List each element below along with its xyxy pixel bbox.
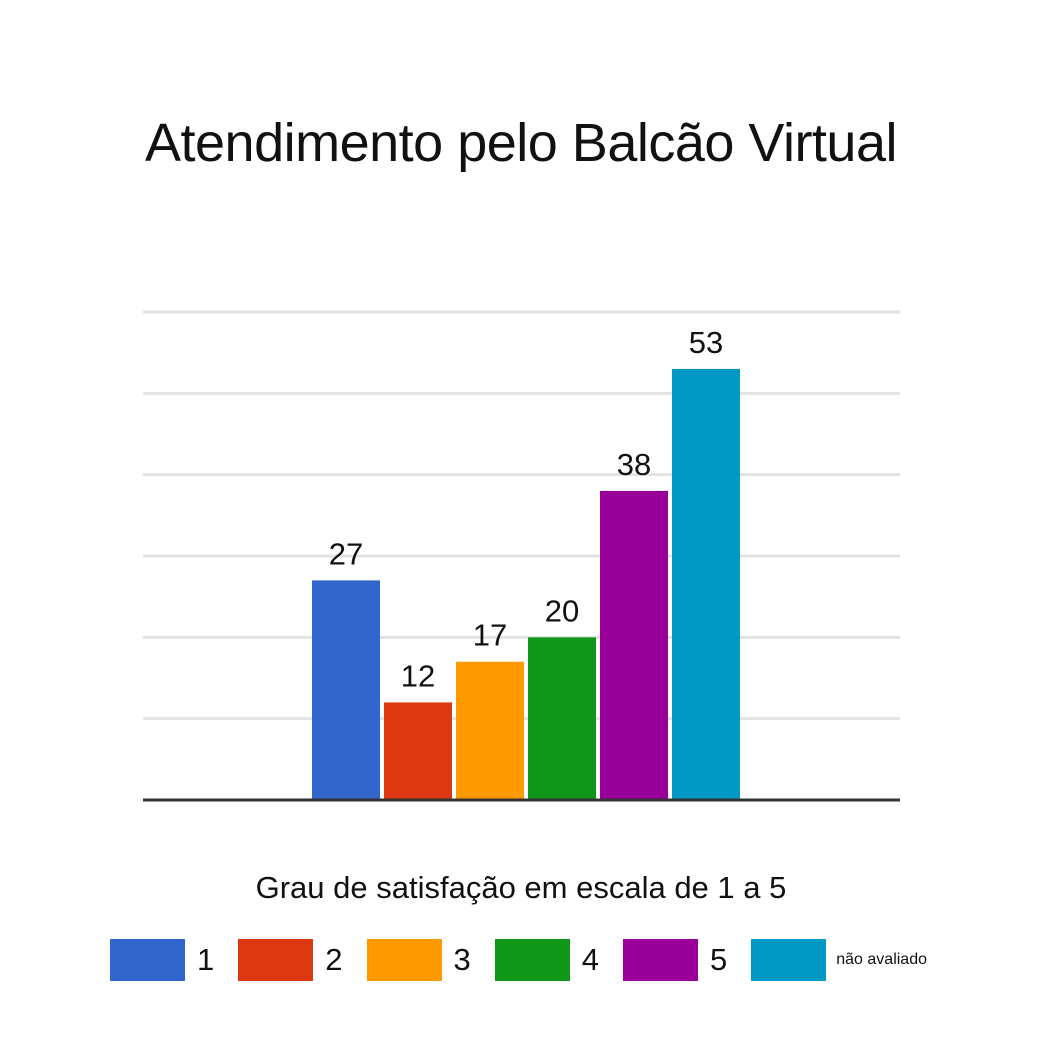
data-label: 12 xyxy=(401,658,435,693)
legend-swatch xyxy=(110,939,185,981)
bar-5 xyxy=(600,490,668,800)
legend-label: 5 xyxy=(710,942,728,977)
bar-4 xyxy=(528,637,596,800)
x-axis-label: Grau de satisfação em escala de 1 a 5 xyxy=(255,870,787,905)
legend-swatch xyxy=(494,939,570,981)
legend-label: 3 xyxy=(453,942,471,977)
chart-title: Atendimento pelo Balcão Virtual xyxy=(145,113,898,173)
legend-item: 4 xyxy=(494,939,599,981)
legend-label: 1 xyxy=(197,942,215,977)
legend-swatch xyxy=(623,939,698,981)
legend-label: 2 xyxy=(325,942,343,977)
legend-item: não avaliado xyxy=(751,939,927,981)
data-label: 27 xyxy=(329,536,363,571)
bar-não-avaliado xyxy=(672,368,740,800)
legend-item: 2 xyxy=(238,939,343,981)
legend-item: 3 xyxy=(366,939,471,981)
legend-label: 4 xyxy=(581,942,599,977)
legend-swatch xyxy=(238,939,314,981)
bar-2 xyxy=(384,702,452,800)
data-label: 53 xyxy=(689,325,723,360)
legend: 1 2 3 4 5 não avaliado xyxy=(110,938,951,982)
bar-1 xyxy=(312,580,380,800)
data-label: 38 xyxy=(617,447,651,482)
legend-item: 1 xyxy=(110,939,214,981)
data-label: 20 xyxy=(545,593,579,628)
legend-swatch xyxy=(751,939,827,981)
bar-chart: 27 12 17 20 38 53 xyxy=(143,310,900,802)
legend-swatch xyxy=(366,939,442,981)
bar-3 xyxy=(456,661,524,800)
data-label: 17 xyxy=(473,618,507,653)
legend-item: 5 xyxy=(623,939,727,981)
legend-label: não avaliado xyxy=(836,951,927,968)
